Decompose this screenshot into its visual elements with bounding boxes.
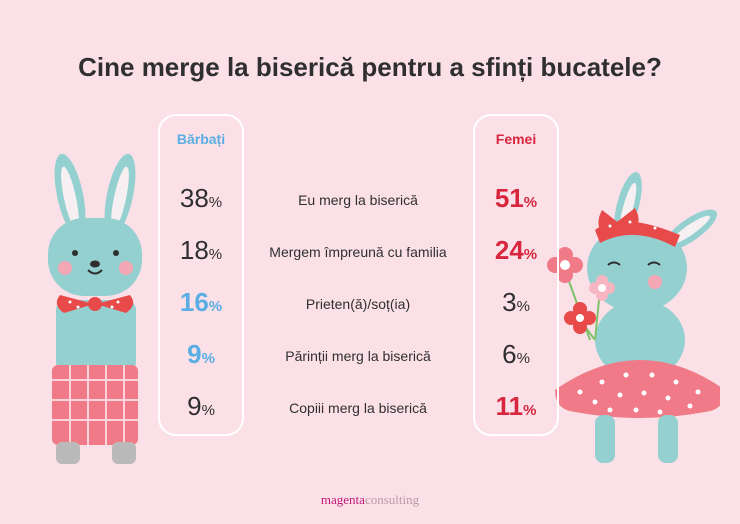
men-value-0: 38%	[158, 182, 244, 219]
row-label-2: Prieten(ă)/soț(ia)	[305, 296, 411, 312]
women-value-2: 3%	[473, 286, 559, 323]
women-value-number: 3	[502, 287, 517, 317]
female-bunny-illustration	[547, 172, 720, 463]
women-column-header: Femei	[495, 131, 537, 147]
men-column-box	[158, 114, 244, 436]
men-value-unit: %	[208, 246, 223, 263]
women-column-box	[473, 114, 559, 436]
brand-logo-consulting: consulting	[364, 492, 420, 507]
men-value-2: 16%	[158, 286, 244, 323]
male-bunny-illustration	[48, 153, 142, 464]
row-label-0: Eu merg la biserică	[298, 192, 418, 208]
men-value-4: 9%	[158, 390, 244, 427]
men-value-number: 38	[179, 183, 209, 213]
men-value-unit: %	[201, 350, 215, 367]
men-value-unit: %	[201, 402, 215, 419]
men-value-unit: %	[208, 194, 223, 211]
women-value-number: 24	[494, 235, 524, 265]
brand-logo: magentaconsulting	[0, 492, 740, 508]
women-value-number: 11	[495, 391, 524, 421]
women-value-unit: %	[523, 194, 538, 211]
men-column-header: Bărbați	[176, 131, 226, 147]
row-label-4: Copiii merg la biserică	[289, 400, 427, 416]
women-value-number: 6	[502, 339, 517, 369]
women-value-unit: %	[523, 246, 538, 263]
men-value-3: 9%	[158, 338, 244, 375]
men-value-number: 9	[187, 391, 202, 421]
row-label-3: Părinții merg la biserică	[285, 348, 431, 364]
brand-logo-magenta: magenta	[320, 492, 365, 507]
women-value-unit: %	[523, 402, 537, 419]
women-value-3: 6%	[473, 338, 559, 375]
men-value-1: 18%	[158, 234, 244, 271]
women-value-unit: %	[516, 350, 530, 367]
women-value-unit: %	[516, 298, 530, 315]
men-value-number: 18	[179, 235, 209, 265]
men-value-number: 9	[187, 339, 202, 369]
row-label-1: Mergem împreună cu familia	[269, 244, 447, 260]
page-title: Cine merge la biserică pentru a sfinți b…	[78, 52, 662, 82]
women-value-1: 24%	[473, 234, 559, 271]
men-value-number: 16	[179, 287, 209, 317]
women-value-0: 51%	[473, 182, 559, 219]
men-value-unit: %	[208, 298, 223, 315]
women-value-number: 51	[494, 183, 524, 213]
women-value-4: 11%	[473, 390, 559, 427]
